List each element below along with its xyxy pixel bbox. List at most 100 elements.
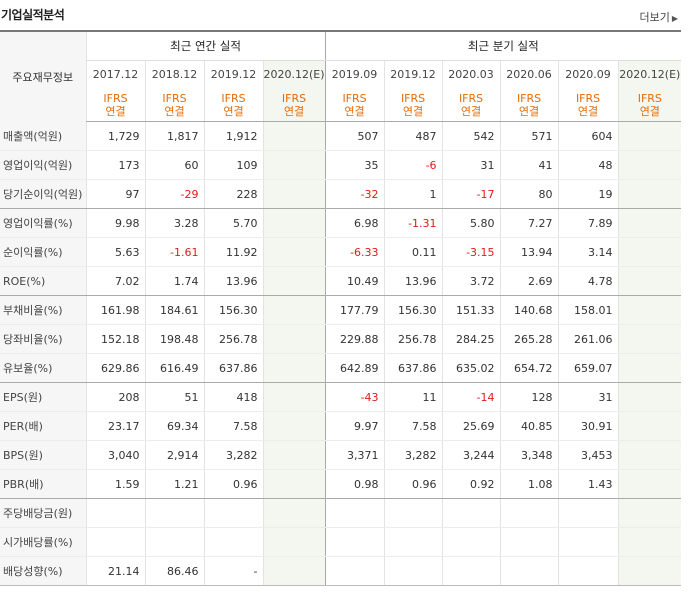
table-cell: 418 — [203, 382, 263, 412]
table-cell — [499, 498, 559, 528]
accounting-standard: IFRS 연결 — [324, 88, 385, 122]
period-header: 2020.12(E) — [262, 60, 326, 88]
table-cell: 7.27 — [499, 208, 559, 238]
table-cell — [324, 556, 385, 586]
row-label: 시가배당률(%) — [0, 527, 86, 557]
table-cell — [203, 527, 263, 557]
table-cell: 5.63 — [85, 237, 145, 267]
table-cell: 3,282 — [203, 440, 263, 470]
row-label: 매출액(억원) — [0, 121, 86, 151]
standard-ifrs: IFRS — [281, 91, 307, 105]
accounting-standard: IFRS 연결 — [617, 88, 682, 122]
period-header: 2019.09 — [324, 60, 385, 88]
table-cell — [262, 150, 326, 180]
table-cell — [262, 527, 326, 557]
table-cell — [144, 498, 204, 528]
table-cell — [617, 208, 682, 238]
table-cell: 140.68 — [499, 295, 559, 325]
table-cell: 173 — [85, 150, 145, 180]
table-cell — [557, 556, 619, 586]
accounting-standard: IFRS 연결 — [499, 88, 559, 122]
table-row: 매출액(억원) 1,729 1,817 1,912 507 487 542 571 604 — [0, 121, 682, 151]
accounting-standard: IFRS 연결 — [441, 88, 501, 122]
row-header-label: 주요재무정보 — [0, 31, 86, 122]
table-cell: 629.86 — [85, 353, 145, 383]
annual-group-header: 최근 연간 실적 — [85, 31, 326, 61]
table-cell — [262, 469, 326, 499]
table-cell: 25.69 — [441, 411, 501, 441]
table-cell — [617, 527, 682, 557]
standard-ifrs: IFRS — [575, 91, 601, 105]
standard-ifrs: IFRS — [221, 91, 246, 105]
table-cell: 642.89 — [324, 353, 385, 383]
table-cell — [441, 556, 501, 586]
table-cell — [499, 527, 559, 557]
table-cell: -14 — [441, 382, 501, 412]
accounting-standard: IFRS 연결 — [203, 88, 263, 122]
table-cell: 198.48 — [144, 324, 204, 354]
table-cell: 10.49 — [324, 266, 385, 296]
table-cell: 156.30 — [203, 295, 263, 325]
more-link[interactable]: 더보기 ▶ — [639, 9, 678, 25]
table-cell — [262, 179, 326, 209]
table-cell — [383, 527, 443, 557]
row-label: 주당배당금(원) — [0, 498, 86, 528]
table-cell — [383, 498, 443, 528]
standard-consolidated: 연결 — [164, 104, 185, 118]
table-cell — [262, 295, 326, 325]
table-cell: 11 — [383, 382, 443, 412]
table-row: 부채비율(%) 161.98 184.61 156.30 177.79 156.30 151… — [0, 295, 682, 325]
table-cell: 51 — [144, 382, 204, 412]
table-cell — [617, 179, 682, 209]
accounting-standard: IFRS 연결 — [383, 88, 443, 122]
table-cell: 3.14 — [557, 237, 619, 267]
table-cell: 3.72 — [441, 266, 501, 296]
table-cell: 256.78 — [203, 324, 263, 354]
table-row: 당좌비율(%) 152.18 198.48 256.78 229.88 256.78 284… — [0, 324, 682, 354]
table-cell — [617, 266, 682, 296]
table-cell — [383, 556, 443, 586]
table-cell — [441, 527, 501, 557]
table-cell: 156.30 — [383, 295, 443, 325]
table-cell: 0.96 — [203, 469, 263, 499]
table-cell: 31 — [557, 382, 619, 412]
table-cell — [617, 411, 682, 441]
row-label: 유보율(%) — [0, 353, 86, 383]
table-cell: 23.17 — [85, 411, 145, 441]
standard-ifrs: IFRS — [400, 91, 426, 105]
standard-consolidated: 연결 — [223, 104, 244, 118]
section-title: 기업실적분석 — [1, 8, 65, 22]
table-cell: 1,817 — [144, 121, 204, 151]
table-row: BPS(원) 3,040 2,914 3,282 3,371 3,282 3,244 3,34… — [0, 440, 682, 470]
table-cell — [262, 208, 326, 238]
standard-consolidated: 연결 — [639, 104, 660, 118]
standard-ifrs: IFRS — [342, 91, 367, 105]
table-cell: 11.92 — [203, 237, 263, 267]
table-cell: 2,914 — [144, 440, 204, 470]
row-label: 당좌비율(%) — [0, 324, 86, 354]
period-header: 2017.12 — [85, 60, 145, 88]
table-cell — [557, 527, 619, 557]
standard-ifrs: IFRS — [458, 91, 484, 105]
standard-consolidated: 연결 — [344, 104, 365, 118]
table-cell — [262, 324, 326, 354]
table-row: 당기순이익(억원) 97 -29 228 -32 1 -17 80 19 — [0, 179, 682, 209]
table-cell: -32 — [324, 179, 385, 209]
table-cell: 109 — [203, 150, 263, 180]
accounting-standard: IFRS 연결 — [262, 88, 326, 122]
table-cell: -29 — [144, 179, 204, 209]
table-cell: 487 — [383, 121, 443, 151]
table-row: 순이익률(%) 5.63 -1.61 11.92 -6.33 0.11 -3.15 13.94… — [0, 237, 682, 267]
table-cell: 9.97 — [324, 411, 385, 441]
table-cell: 0.96 — [383, 469, 443, 499]
table-cell: 1.21 — [144, 469, 204, 499]
table-cell — [262, 556, 326, 586]
table-cell — [617, 440, 682, 470]
table-cell: 1,729 — [85, 121, 145, 151]
table-cell: 9.98 — [85, 208, 145, 238]
table-cell: 542 — [441, 121, 501, 151]
table-cell: 7.89 — [557, 208, 619, 238]
quarter-group-header: 최근 분기 실적 — [324, 31, 682, 61]
table-cell: 637.86 — [383, 353, 443, 383]
chevron-right-icon: ▶ — [671, 14, 678, 23]
